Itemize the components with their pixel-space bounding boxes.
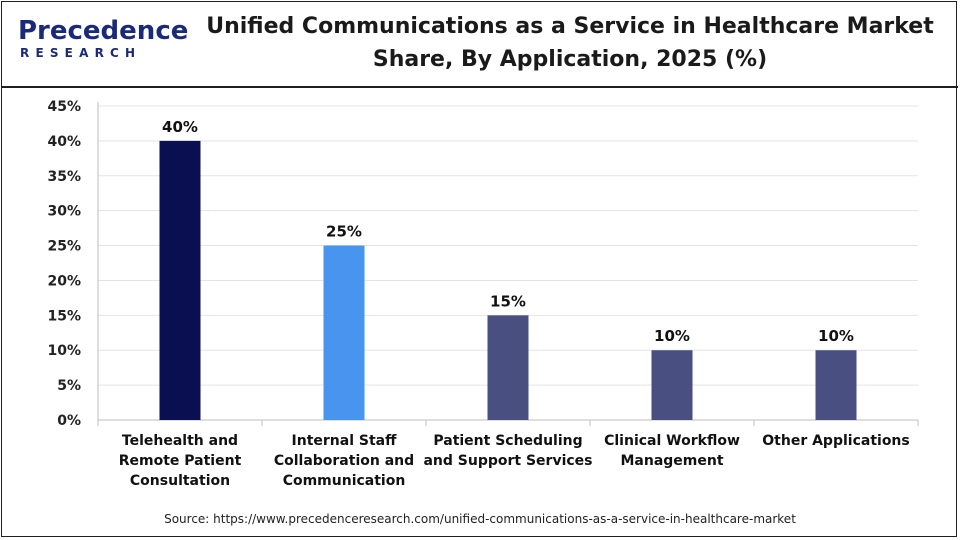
x-tick-label: Collaboration and (274, 453, 414, 469)
bar-chart: 0% 5% 10% 15% 20% 25% 30% 35% 40% 45% 40% Telehealt… (47, 99, 919, 489)
header: Precedence RESEARCH Unified Communicatio… (0, 0, 960, 86)
y-tick-label: 45% (47, 99, 81, 115)
bar (323, 245, 365, 420)
x-tick-label: Patient Scheduling (433, 433, 582, 449)
bar (651, 350, 693, 420)
data-label: 25% (326, 223, 362, 241)
y-tick-label: 0% (57, 413, 81, 429)
y-tick-label: 40% (47, 134, 81, 150)
data-label: 15% (490, 292, 526, 310)
y-tick-label: 35% (47, 169, 81, 185)
x-tick-label: Management (620, 453, 723, 469)
y-tick-label: 5% (57, 378, 81, 394)
logo-subtitle: RESEARCH (20, 46, 142, 60)
x-tick-label: and Support Services (423, 453, 592, 469)
chart-title: Unified Communications as a Service in H… (200, 10, 940, 76)
y-tick-label: 20% (47, 273, 81, 289)
source-note: Source: https://www.precedenceresearch.c… (164, 512, 796, 526)
precedence-research-logo: Precedence RESEARCH (18, 16, 188, 66)
y-tick-label: 25% (47, 239, 81, 255)
chart-title-line-2: Share, By Application, 2025 (%) (372, 47, 768, 72)
bar (487, 315, 529, 420)
bar (815, 350, 857, 420)
data-label: 10% (818, 327, 854, 345)
y-tick-label: 30% (47, 204, 81, 220)
x-tick-label: Communication (283, 473, 406, 489)
data-label: 10% (654, 327, 690, 345)
chart-title-line-1: Unified Communications as a Service in H… (206, 14, 934, 39)
header-divider (1, 86, 958, 88)
y-tick-label: 10% (47, 343, 81, 359)
x-tick-label: Other Applications (762, 433, 909, 449)
x-tick-label: Consultation (130, 473, 230, 489)
x-tick-label: Clinical Workflow (604, 433, 740, 449)
bar (159, 140, 201, 420)
x-tick-label: Remote Patient (119, 453, 242, 469)
y-tick-label: 15% (47, 308, 81, 324)
logo-wordmark: Precedence (18, 16, 189, 46)
data-label: 40% (162, 118, 198, 136)
x-tick-label: Internal Staff (292, 433, 398, 449)
x-tick-label: Telehealth and (122, 433, 238, 449)
